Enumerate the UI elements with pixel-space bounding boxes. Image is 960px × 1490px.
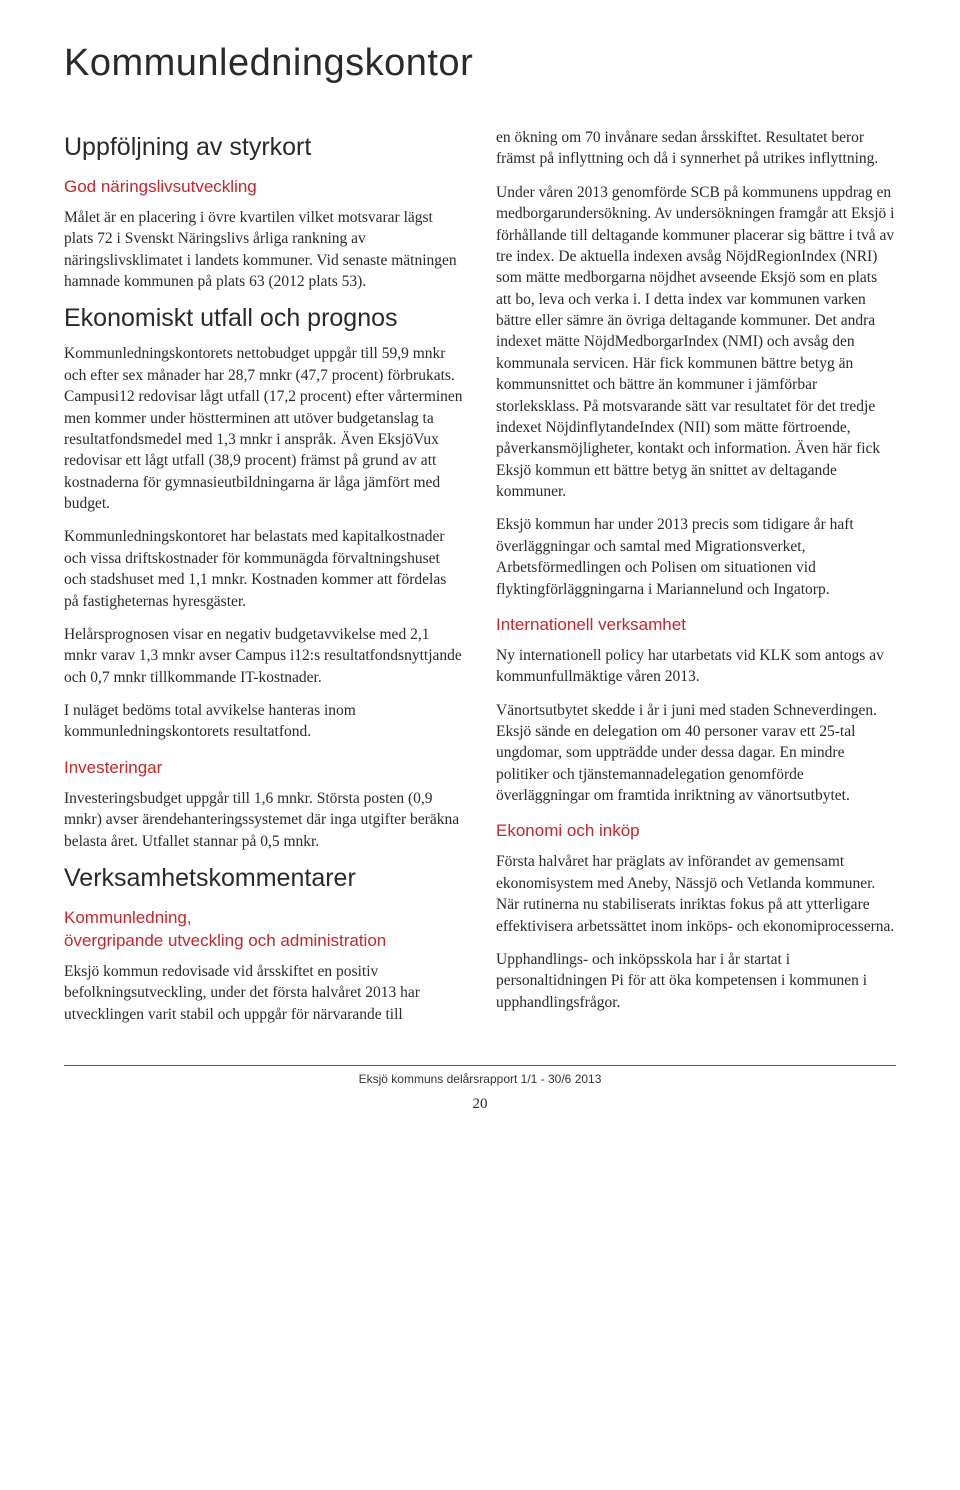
paragraph: Eksjö kommun redovisade vid årsskiftet e… (64, 961, 464, 1025)
paragraph: en ökning om 70 invånare sedan årsskifte… (496, 127, 896, 170)
paragraph: Målet är en placering i övre kvartilen v… (64, 207, 464, 293)
paragraph: Under våren 2013 genomförde SCB på kommu… (496, 182, 896, 503)
heading-ekonomiskt: Ekonomiskt utfall och prognos (64, 304, 464, 333)
paragraph: Kommunledningskontoret har belastats med… (64, 526, 464, 612)
paragraph: Upphandlings- och inköpsskola har i år s… (496, 949, 896, 1013)
subheading-internationell: Internationell verksamhet (496, 614, 896, 637)
footer-rule: Eksjö kommuns delårsrapport 1/1 - 30/6 2… (64, 1065, 896, 1086)
subheading-kommunledning-line1: Kommunledning, (64, 907, 464, 930)
right-column: en ökning om 70 invånare sedan årsskifte… (496, 121, 896, 1037)
paragraph: Helårsprognosen visar en negativ budgeta… (64, 624, 464, 688)
subheading-ekonomi-inkop: Ekonomi och inköp (496, 820, 896, 843)
paragraph: Första halvåret har präglats av införand… (496, 851, 896, 937)
subheading-investeringar: Investeringar (64, 757, 464, 780)
subheading-kommunledning-line2: övergripande utveckling och administrati… (64, 930, 464, 953)
paragraph: Kommunledningskontorets nettobudget uppg… (64, 343, 464, 514)
heading-verksamhet: Verksamhetskommentarer (64, 864, 464, 893)
heading-styrkort: Uppföljning av styrkort (64, 133, 464, 162)
paragraph: Eksjö kommun har under 2013 precis som t… (496, 514, 896, 600)
subheading-naringsliv: God näringslivsutveckling (64, 176, 464, 199)
footer-text: Eksjö kommuns delårsrapport 1/1 - 30/6 2… (359, 1072, 602, 1086)
two-column-layout: Uppföljning av styrkort God näringslivsu… (64, 121, 896, 1037)
page-title: Kommunledningskontor (64, 42, 896, 85)
paragraph: Ny internationell policy har utarbetats … (496, 645, 896, 688)
paragraph: Investeringsbudget uppgår till 1,6 mnkr.… (64, 788, 464, 852)
paragraph: I nuläget bedöms total avvikelse hantera… (64, 700, 464, 743)
paragraph: Vänortsutbytet skedde i år i juni med st… (496, 700, 896, 807)
page-number: 20 (64, 1096, 896, 1113)
left-column: Uppföljning av styrkort God näringslivsu… (64, 121, 464, 1037)
